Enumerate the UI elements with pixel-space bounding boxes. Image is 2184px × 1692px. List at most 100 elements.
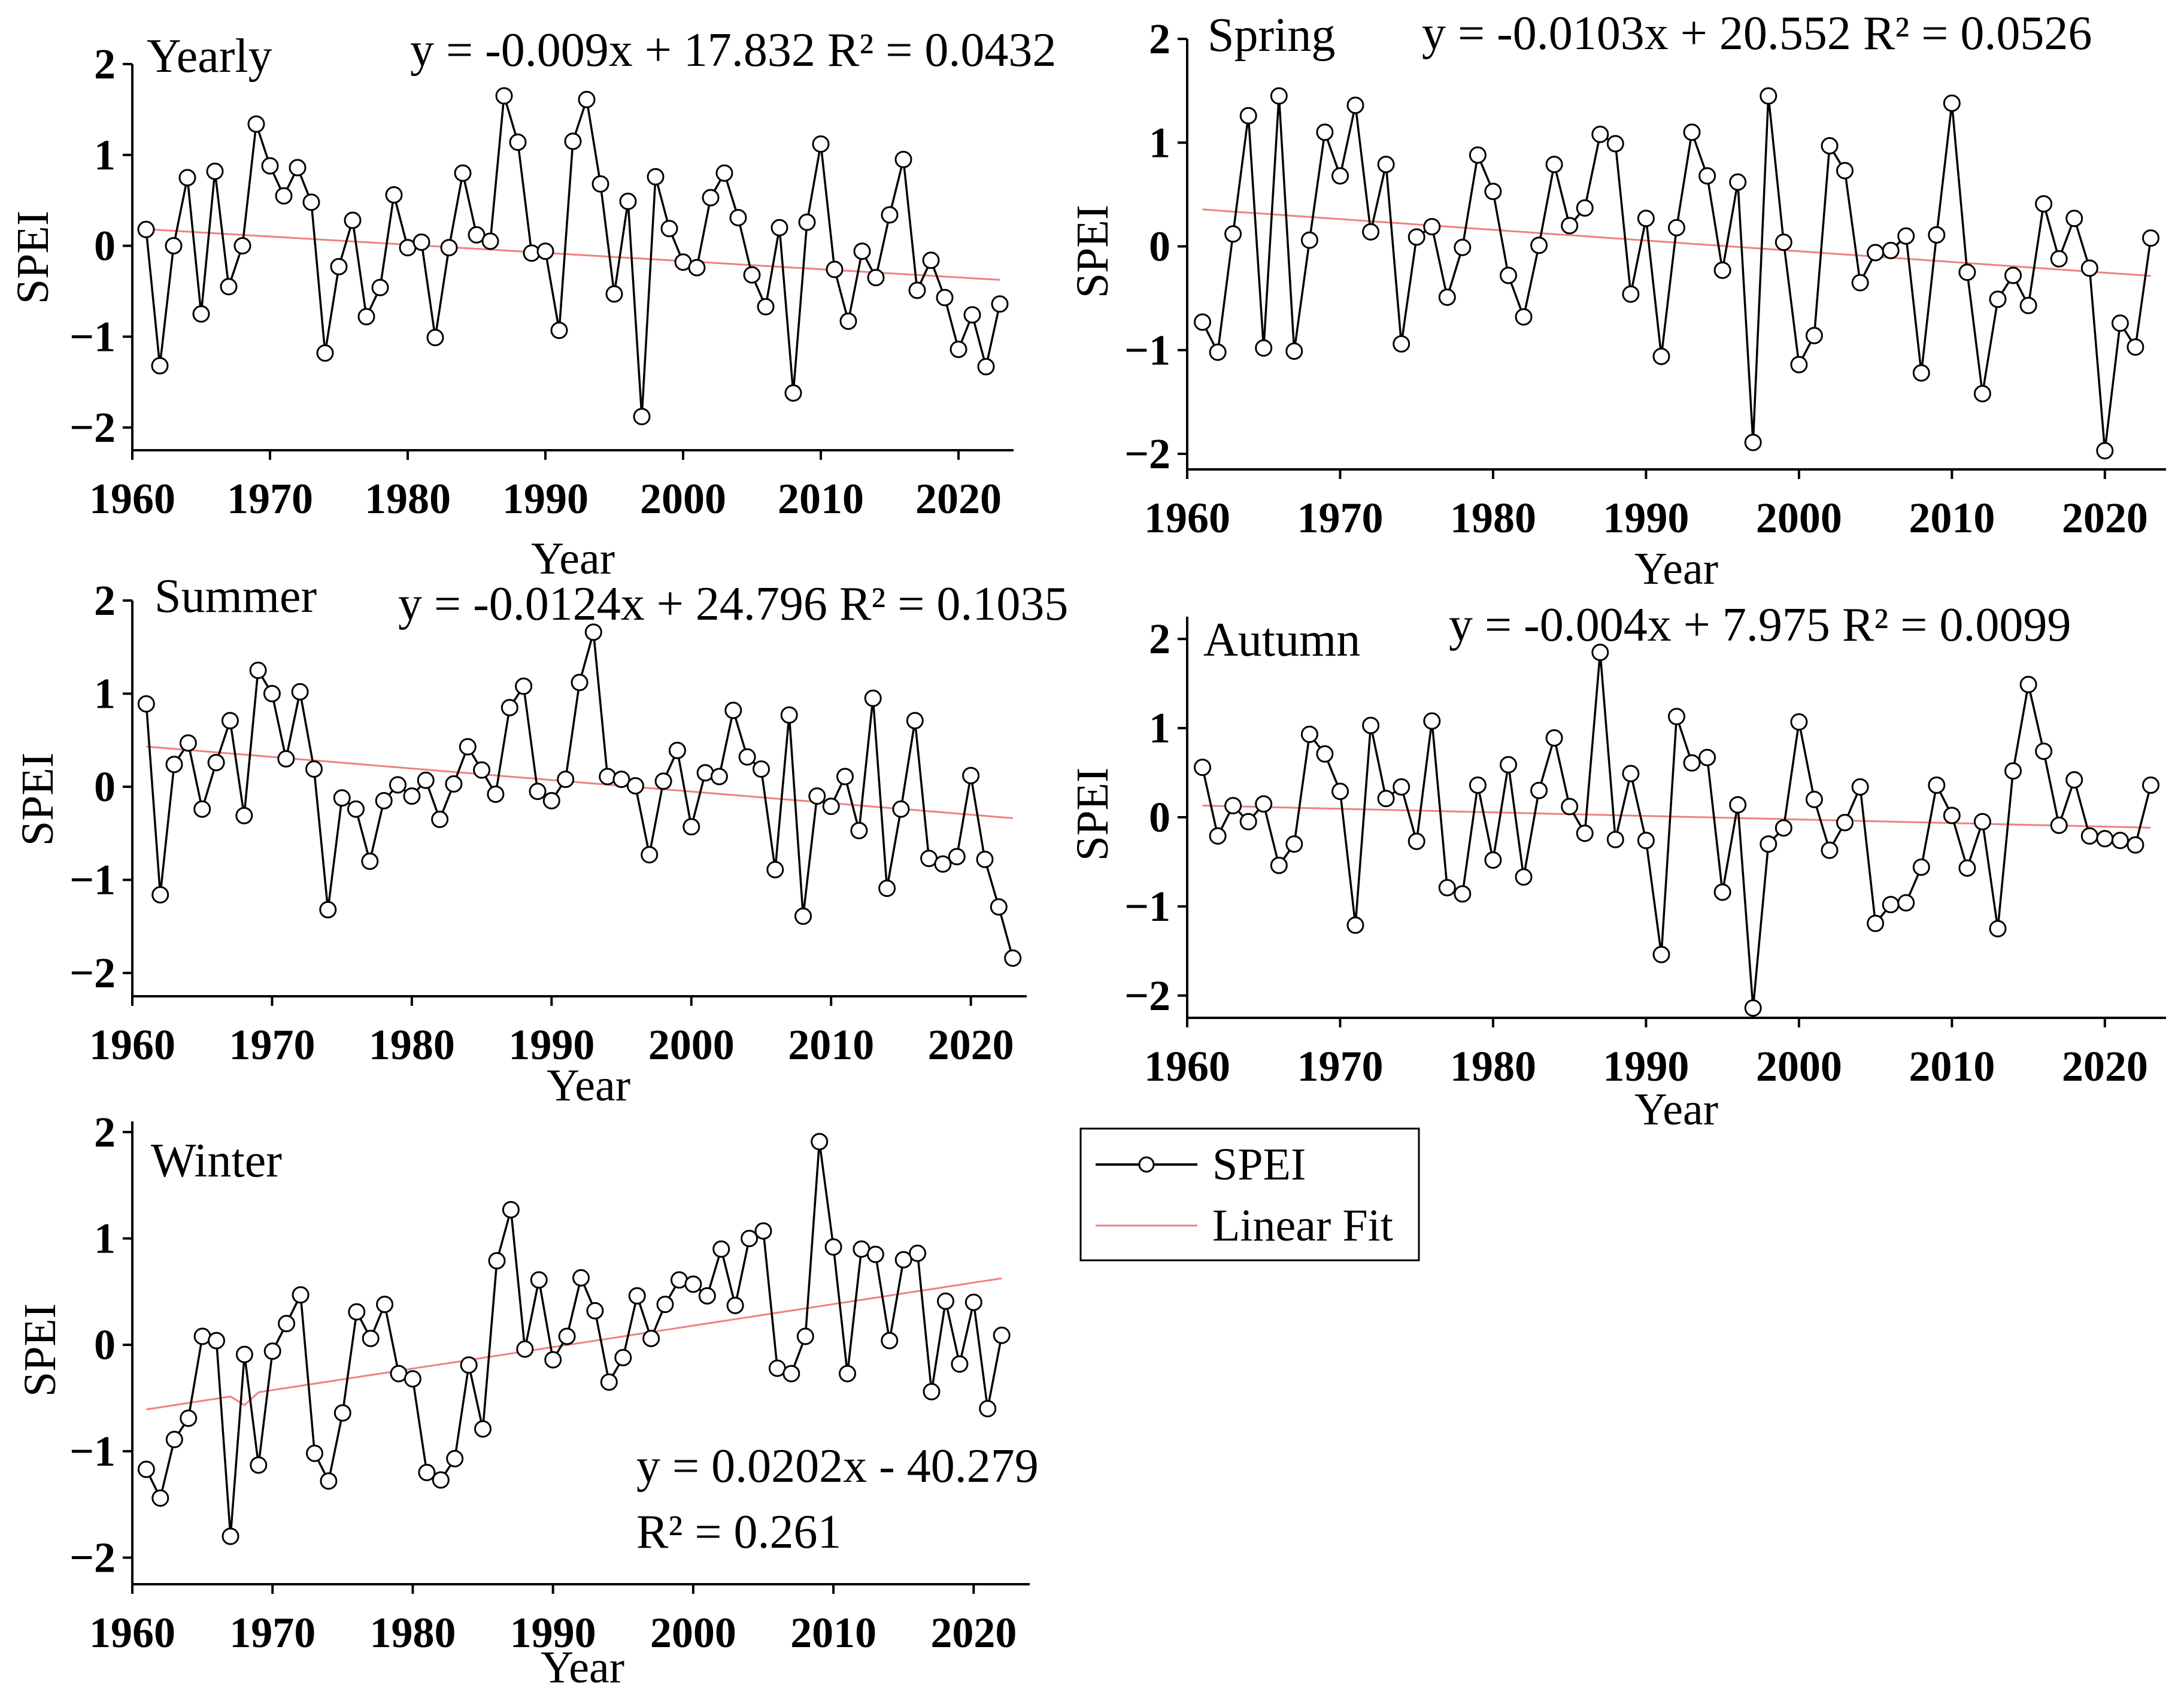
panel-title: Yearly (147, 30, 272, 83)
panel-equation-line-2: R² = 0.261 (636, 1506, 841, 1558)
panel-equation: y = -0.0124x + 24.796 R² = 0.1035 (398, 578, 1068, 630)
spei-point (1805, 790, 1823, 808)
spei-point (1713, 261, 1731, 279)
x-tick-label: 1970 (1297, 494, 1383, 542)
spei-point (1591, 644, 1609, 662)
spei-point (578, 90, 596, 108)
spei-point (263, 685, 281, 702)
y-tick-label: 2 (1149, 15, 1170, 63)
spei-point (530, 1271, 548, 1289)
spei-point (656, 1296, 674, 1314)
x-tick-label: 1960 (1144, 1042, 1230, 1090)
spei-point (137, 220, 155, 238)
spei-point (584, 623, 602, 641)
spei-point (291, 683, 309, 701)
spei-point (275, 187, 293, 205)
y-tick-label: 1 (94, 131, 116, 179)
y-tick-label: 0 (94, 222, 116, 270)
spei-point (864, 689, 882, 707)
spei-point (1316, 123, 1334, 141)
spei-point (839, 1364, 856, 1382)
x-tick-label: 2000 (648, 1021, 735, 1069)
spei-point (936, 289, 954, 307)
spei-point (2096, 442, 2114, 460)
x-tick-label: 2020 (915, 475, 1002, 523)
spei-point (1545, 156, 1563, 174)
spei-point (261, 157, 279, 175)
spei-point (1851, 274, 1869, 292)
spei-point (151, 886, 169, 903)
spei-point (1774, 819, 1792, 837)
spei-point (824, 1238, 842, 1256)
spei-point (1484, 851, 1502, 869)
spei-point (962, 766, 980, 784)
spei-point (488, 1252, 506, 1270)
spei-point (1774, 234, 1792, 251)
legend-fit-label: Linear Fit (1212, 1200, 1393, 1251)
spei-point (319, 900, 337, 918)
spei-point (836, 768, 854, 786)
spei-point (1606, 830, 1624, 848)
spei-point (2111, 314, 2129, 332)
spei-point (780, 706, 798, 724)
linear-fit-line (1202, 208, 2151, 277)
spei-point (376, 1296, 394, 1314)
spei-point (1438, 288, 1456, 306)
x-tick-label: 1990 (1603, 494, 1689, 542)
spei-point (1622, 285, 1640, 303)
spei-point (179, 734, 197, 752)
spei-point (1270, 856, 1288, 874)
spei-point (320, 1472, 338, 1490)
x-tick-label: 1990 (1603, 1042, 1689, 1090)
spei-point (908, 281, 926, 299)
spei-point (289, 159, 307, 177)
spei-point (1790, 356, 1808, 374)
x-tick-label: 1960 (89, 475, 175, 523)
y-tick-label: 1 (1149, 119, 1170, 166)
spei-point (362, 1330, 380, 1347)
spei-point (333, 789, 351, 807)
spei-point (950, 341, 967, 358)
x-tick-label: 1970 (1297, 1042, 1383, 1090)
spei-point (1285, 342, 1303, 360)
x-tick-label: 2000 (1756, 494, 1842, 542)
spei-point (853, 242, 871, 260)
spei-point (1928, 226, 1946, 244)
spei-point (892, 800, 910, 818)
y-tick-label: 1 (94, 1214, 116, 1262)
x-tick-label: 2010 (1909, 494, 1995, 542)
spei-point (1209, 343, 1227, 361)
spei-point (586, 1302, 604, 1320)
spei-point (1637, 832, 1655, 850)
spei-point (208, 1332, 225, 1350)
y-axis-title: SPEI (15, 1303, 65, 1397)
spei-point (1973, 812, 1991, 830)
spei-point (1270, 87, 1288, 105)
spei-point (743, 266, 761, 284)
spei-point (1194, 759, 1211, 777)
spei-point (1744, 999, 1762, 1017)
spei-point (633, 408, 651, 426)
x-tick-label: 2010 (790, 1609, 876, 1657)
spei-point (1760, 835, 1777, 853)
panel-equation-line-1: y = 0.0202x - 40.279 (636, 1440, 1039, 1493)
linear-fit-line (146, 1277, 1002, 1411)
spei-point (564, 132, 582, 150)
spei-point (481, 232, 499, 250)
spei-point (2065, 210, 2083, 228)
spei-point (529, 783, 547, 800)
spei-point (207, 754, 225, 772)
y-tick-label: −1 (69, 856, 116, 904)
spei-point (712, 1240, 730, 1258)
spei-point (316, 344, 334, 362)
spei-point (550, 322, 568, 339)
x-axis-title: Year (1634, 1084, 1718, 1135)
spei-point (668, 741, 686, 759)
spei-point (1744, 433, 1762, 451)
spei-point (178, 169, 196, 187)
x-tick-label: 1970 (229, 1021, 315, 1069)
spei-point (729, 209, 747, 226)
spei-point (826, 260, 844, 278)
spei-point (222, 1527, 239, 1545)
spei-point (741, 1230, 759, 1247)
